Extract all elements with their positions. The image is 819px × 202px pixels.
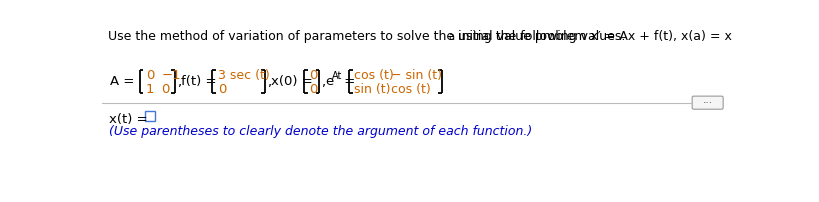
Text: ···: ··· [703,98,713,108]
Text: (Use parentheses to clearly denote the argument of each function.): (Use parentheses to clearly denote the a… [109,125,532,138]
Text: =: = [340,75,355,87]
Text: ,: , [267,76,271,89]
Text: Use the method of variation of parameters to solve the initial value problem x′ : Use the method of variation of parameter… [108,30,731,43]
Text: 0: 0 [161,82,170,95]
FancyBboxPatch shape [692,97,723,110]
Text: − sin (t): − sin (t) [391,68,442,81]
Text: x(0) =: x(0) = [271,75,313,87]
Text: 0: 0 [218,82,226,95]
Text: 1: 1 [146,82,154,95]
Text: x(t) =: x(t) = [109,112,147,125]
Text: ,: , [321,76,325,89]
Text: f(t) =: f(t) = [182,75,217,87]
Text: 3 sec (t): 3 sec (t) [218,68,269,81]
Text: ,: , [177,76,181,89]
Text: 0: 0 [146,68,154,81]
Text: At: At [332,71,342,81]
Text: a: a [449,32,455,42]
Bar [145,112,155,122]
Text: cos (t): cos (t) [391,82,431,95]
Text: A =: A = [110,75,134,87]
Text: e: e [326,75,334,87]
Text: −1: −1 [161,68,181,81]
Text: 0: 0 [310,82,318,95]
Text: using the following values.: using the following values. [455,30,626,43]
Text: cos (t): cos (t) [355,68,394,81]
Text: sin (t): sin (t) [355,82,391,95]
Text: 0: 0 [310,68,318,81]
